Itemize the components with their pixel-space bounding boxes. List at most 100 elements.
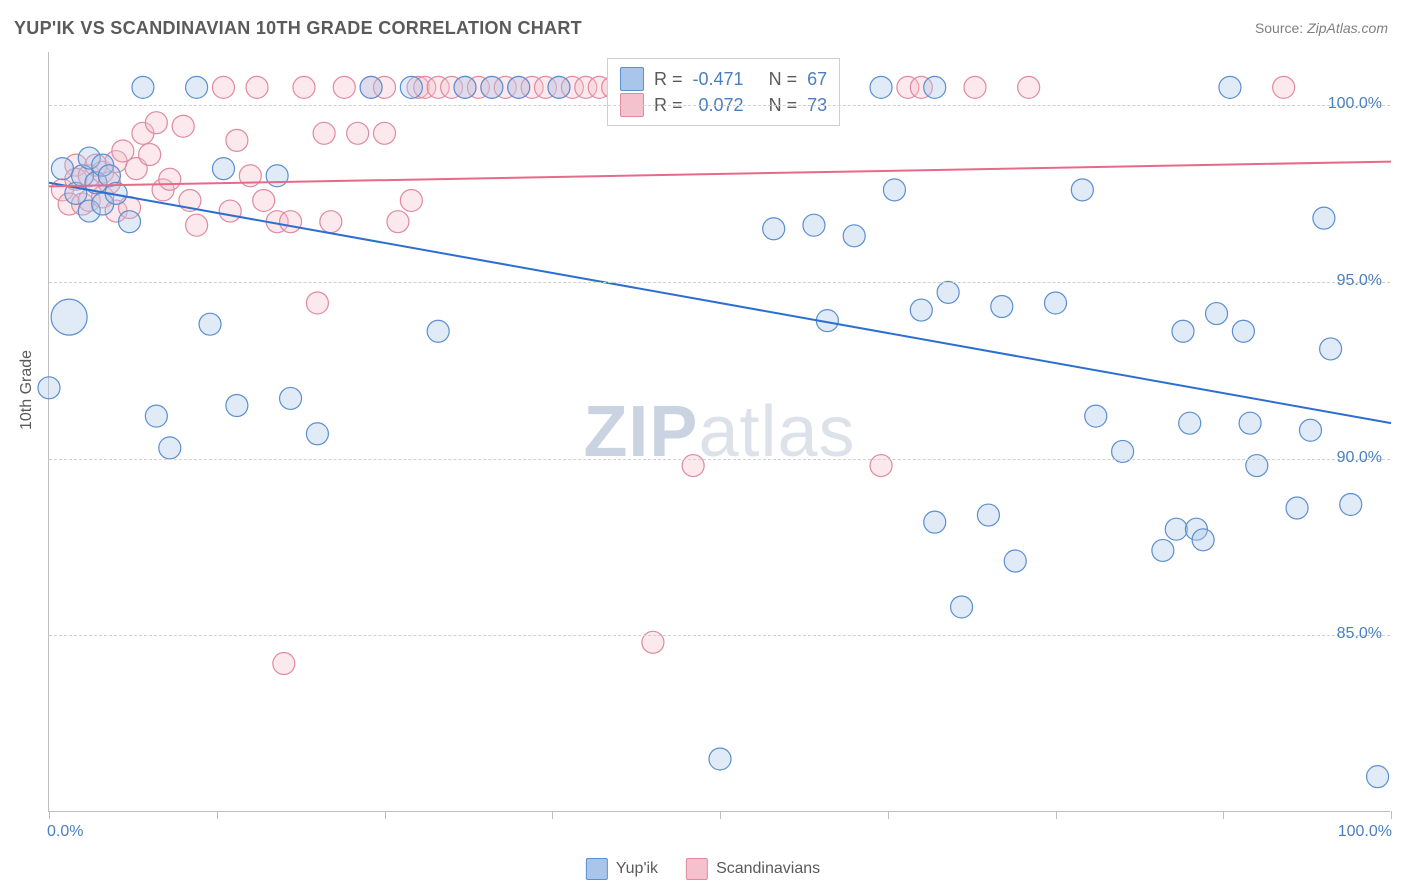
stats-legend-box: R = -0.471 N = 67 R = 0.072 N = 73 <box>607 58 840 126</box>
legend-label-b: Scandinavians <box>716 860 820 877</box>
data-point <box>360 76 382 98</box>
swatch-a-icon <box>620 67 644 91</box>
data-point <box>763 218 785 240</box>
data-point <box>1045 292 1067 314</box>
r-value-a: -0.471 <box>693 69 744 90</box>
data-point <box>427 320 449 342</box>
x-tick <box>1223 811 1224 819</box>
plot-area: ZIPatlas R = -0.471 N = 67 R = 0.072 N =… <box>48 52 1390 812</box>
data-point <box>843 225 865 247</box>
r-label-a: R = <box>654 69 683 90</box>
x-tick <box>1391 811 1392 819</box>
data-point <box>883 179 905 201</box>
source-credit: Source: ZipAtlas.com <box>1255 20 1388 36</box>
legend-item-a: Yup'ik <box>586 858 658 880</box>
legend-swatch-b-icon <box>686 858 708 880</box>
y-axis-label: 10th Grade <box>18 350 36 430</box>
regression-line <box>49 183 1391 423</box>
gridline-h <box>49 459 1390 460</box>
data-point <box>924 76 946 98</box>
data-point <box>400 76 422 98</box>
data-point <box>226 394 248 416</box>
data-point <box>1018 76 1040 98</box>
chart-container: YUP'IK VS SCANDINAVIAN 10TH GRADE CORREL… <box>0 0 1406 892</box>
gridline-h <box>49 105 1390 106</box>
y-tick-label: 95.0% <box>1337 272 1382 290</box>
data-point <box>1367 766 1389 788</box>
legend-bottom: Yup'ik Scandinavians <box>586 858 820 880</box>
data-point <box>145 112 167 134</box>
data-point <box>253 189 275 211</box>
data-point <box>199 313 221 335</box>
data-point <box>803 214 825 236</box>
data-point <box>306 423 328 445</box>
data-point <box>172 115 194 137</box>
data-point <box>991 296 1013 318</box>
data-point <box>266 165 288 187</box>
data-point <box>1179 412 1201 434</box>
data-point <box>306 292 328 314</box>
data-point <box>1172 320 1194 342</box>
data-point <box>709 748 731 770</box>
data-point <box>1313 207 1335 229</box>
y-tick-label: 85.0% <box>1337 625 1382 643</box>
x-axis-max-label: 100.0% <box>1338 823 1392 841</box>
data-point <box>1299 419 1321 441</box>
data-point <box>910 299 932 321</box>
data-point <box>387 211 409 233</box>
gridline-h <box>49 635 1390 636</box>
data-point <box>219 200 241 222</box>
data-point <box>1320 338 1342 360</box>
data-point <box>964 76 986 98</box>
legend-swatch-a-icon <box>586 858 608 880</box>
data-point <box>1232 320 1254 342</box>
data-point <box>293 76 315 98</box>
data-point <box>951 596 973 618</box>
data-point <box>400 189 422 211</box>
data-point <box>508 76 530 98</box>
n-label-a: N = <box>769 69 798 90</box>
data-point <box>937 281 959 303</box>
data-point <box>454 76 476 98</box>
data-point <box>333 76 355 98</box>
data-point <box>51 299 87 335</box>
data-point <box>870 76 892 98</box>
data-point <box>280 387 302 409</box>
data-point <box>145 405 167 427</box>
data-point <box>226 129 248 151</box>
data-point <box>1273 76 1295 98</box>
data-point <box>548 76 570 98</box>
data-point <box>132 76 154 98</box>
stats-row-a: R = -0.471 N = 67 <box>620 67 827 91</box>
n-value-a: 67 <box>807 69 827 90</box>
data-point <box>38 377 60 399</box>
legend-label-a: Yup'ik <box>616 860 658 877</box>
data-point <box>139 144 161 166</box>
x-tick <box>217 811 218 819</box>
data-point <box>1071 179 1093 201</box>
data-point <box>186 76 208 98</box>
data-point <box>1340 493 1362 515</box>
legend-item-b: Scandinavians <box>686 858 820 880</box>
scatter-svg <box>49 52 1391 812</box>
x-tick <box>1056 811 1057 819</box>
data-point <box>159 168 181 190</box>
data-point <box>313 122 335 144</box>
source-value: ZipAtlas.com <box>1307 20 1388 36</box>
data-point <box>977 504 999 526</box>
data-point <box>159 437 181 459</box>
data-point <box>119 211 141 233</box>
data-point <box>481 76 503 98</box>
gridline-h <box>49 282 1390 283</box>
x-axis-min-label: 0.0% <box>47 823 83 841</box>
data-point <box>1219 76 1241 98</box>
data-point <box>212 158 234 180</box>
data-point <box>280 211 302 233</box>
y-tick-label: 90.0% <box>1337 449 1382 467</box>
data-point <box>1152 539 1174 561</box>
data-point <box>186 214 208 236</box>
y-tick-label: 100.0% <box>1328 95 1382 113</box>
data-point <box>1004 550 1026 572</box>
x-tick <box>385 811 386 819</box>
data-point <box>246 76 268 98</box>
